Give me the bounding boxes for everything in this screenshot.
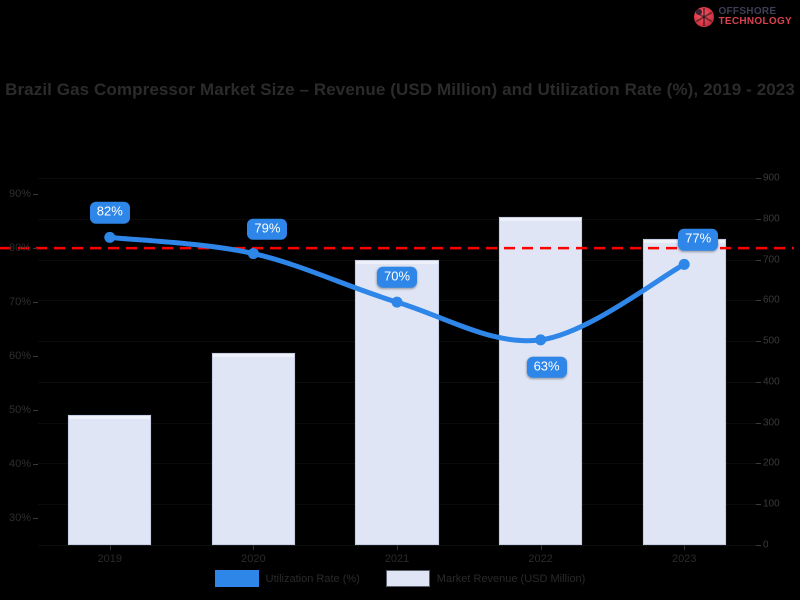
line-marker[interactable] xyxy=(391,296,403,308)
logo-line-2: TECHNOLOGY xyxy=(718,16,792,27)
y-axis-right-tick-label: 200 xyxy=(763,457,780,469)
x-axis-tick-mark xyxy=(109,545,111,550)
y-axis-left-tick-label: 30% xyxy=(8,512,31,524)
y-axis-left-tick-mark xyxy=(33,302,38,304)
legend-item-utilization-rate[interactable]: Utilization Rate (%) xyxy=(214,570,360,587)
y-axis-right-tick-label: 300 xyxy=(763,417,780,429)
chart-legend: Utilization Rate (%) Market Revenue (USD… xyxy=(0,570,800,587)
y-axis-left-tick-label: 90% xyxy=(8,188,31,201)
y-axis-left-tick-mark xyxy=(33,410,38,412)
y-axis-right-tick-mark xyxy=(756,381,761,383)
y-axis-right-tick-mark xyxy=(756,504,761,506)
line-marker[interactable] xyxy=(535,334,547,346)
y-axis-right-tick-label: 600 xyxy=(763,294,780,306)
y-axis-left-tick-mark xyxy=(33,194,38,196)
x-axis-tick-mark xyxy=(540,545,542,550)
logo-mark-icon xyxy=(694,7,715,27)
y-axis-right-tick-mark xyxy=(756,341,761,343)
line-series xyxy=(0,231,794,346)
legend-swatch-bar-icon xyxy=(385,570,430,587)
x-axis-tick-label: 2021 xyxy=(384,553,410,565)
line-marker[interactable] xyxy=(247,248,259,260)
data-label: 70% xyxy=(376,266,418,289)
utilization-line xyxy=(107,234,687,344)
chart-plot-area: 90% 80% 70% 60% 50% 40% 30% 900 800 700 600 500 400… xyxy=(0,173,794,565)
y-axis-left-tick-mark xyxy=(33,248,38,250)
x-axis-tick-mark xyxy=(253,545,255,550)
x-axis-tick-label: 2019 xyxy=(97,553,123,565)
y-axis-right-tick-mark xyxy=(756,218,761,220)
bar-top-highlight xyxy=(212,354,295,358)
y-axis-right-tick-mark xyxy=(756,422,761,424)
data-label: 63% xyxy=(526,356,567,378)
bar-top-highlight xyxy=(69,415,151,419)
y-axis-right-tick-label: 100 xyxy=(763,498,780,510)
legend-item-market-revenue[interactable]: Market Revenue (USD Million) xyxy=(385,570,586,587)
bar[interactable] xyxy=(642,239,726,545)
y-axis-right-tick-mark xyxy=(756,259,761,261)
legend-label-utilization-rate: Utilization Rate (%) xyxy=(265,572,360,585)
gridline xyxy=(38,218,756,220)
y-axis-left-tick-label: 50% xyxy=(8,404,31,417)
line-marker[interactable] xyxy=(678,258,690,270)
y-axis-right-tick-label: 800 xyxy=(763,213,780,225)
y-axis-right-tick-label: 700 xyxy=(763,254,780,266)
data-label: 79% xyxy=(247,218,288,240)
bar[interactable] xyxy=(211,353,296,545)
y-axis-right-tick-mark xyxy=(756,463,761,465)
y-axis-left-tick-label: 80% xyxy=(8,242,31,255)
bar[interactable] xyxy=(355,259,439,545)
line-markers xyxy=(104,231,690,346)
logo-wordmark: OFFSHORE TECHNOLOGY xyxy=(718,5,792,27)
logo-line-1: OFFSHORE xyxy=(718,5,777,17)
y-axis-left-tick-label: 70% xyxy=(8,296,31,309)
legend-label-market-revenue: Market Revenue (USD Million) xyxy=(436,572,586,585)
y-axis-left-tick-label: 40% xyxy=(8,458,31,471)
y-axis-right-tick-label: 400 xyxy=(763,376,780,388)
x-axis-tick-label: 2023 xyxy=(671,553,697,565)
x-axis-tick-label: 2022 xyxy=(528,553,553,565)
y-axis-right-tick-mark xyxy=(756,545,761,546)
y-axis-right-tick-mark xyxy=(756,300,761,302)
y-axis-right-tick-label: 500 xyxy=(763,335,780,347)
gridline xyxy=(38,178,756,179)
y-axis-left-tick-mark xyxy=(33,356,38,358)
bar-top-highlight xyxy=(356,260,438,264)
bar[interactable] xyxy=(498,216,583,545)
y-axis-right-tick-label: 900 xyxy=(763,172,780,184)
y-axis-right-tick-mark xyxy=(756,178,761,179)
x-axis-tick-label: 2020 xyxy=(241,553,266,565)
legend-swatch-line-icon xyxy=(214,570,259,587)
bar-top-highlight xyxy=(499,217,582,221)
bar[interactable] xyxy=(68,414,152,545)
y-axis-left-tick-mark xyxy=(33,518,38,519)
data-label: 77% xyxy=(678,229,719,251)
line-marker[interactable] xyxy=(104,231,116,243)
y-axis-left-tick-mark xyxy=(33,464,38,466)
x-axis-tick-mark xyxy=(397,545,398,550)
data-label: 82% xyxy=(89,202,130,224)
x-axis-tick-mark xyxy=(684,545,686,550)
chart-title: Brazil Gas Compressor Market Size – Reve… xyxy=(5,80,795,99)
y-axis-left-tick-label: 60% xyxy=(8,350,31,363)
y-axis-right-tick-label: 0 xyxy=(763,539,769,551)
brand-logo: OFFSHORE TECHNOLOGY xyxy=(694,4,792,30)
